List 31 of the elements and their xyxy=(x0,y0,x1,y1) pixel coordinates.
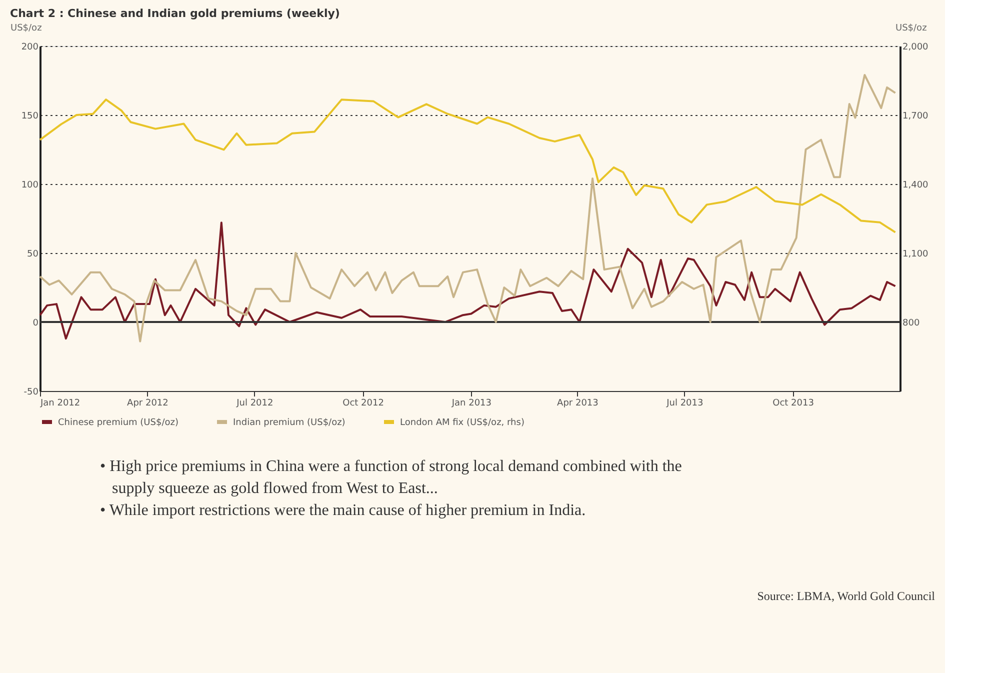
line-series xyxy=(39,98,896,234)
y2-axis-title: US$/oz xyxy=(896,24,928,34)
x-tick-label: Jul 2012 xyxy=(236,398,274,408)
y-tick-label: -50 xyxy=(24,388,39,398)
source-note: Source: LBMA, World Gold Council xyxy=(757,589,936,603)
y-axis-title: US$/oz xyxy=(10,24,42,34)
y2-tick-label: 1,700 xyxy=(902,112,929,122)
x-tick-label: Oct 2012 xyxy=(342,398,384,408)
x-tick-label: Apr 2013 xyxy=(557,398,598,408)
y-tick-label: 0 xyxy=(32,318,39,328)
x-tick-label: Jan 2012 xyxy=(40,398,80,408)
legend-label: Chinese premium (US$/oz) xyxy=(58,418,178,428)
chart-title: Chart 2 : Chinese and Indian gold premiums (weekly) xyxy=(10,7,340,20)
y2-tick-label: 800 xyxy=(902,318,920,328)
y-tick-label: 150 xyxy=(21,112,39,122)
y-tick-label: 200 xyxy=(21,42,39,52)
x-tick-label: Oct 2013 xyxy=(772,398,814,408)
text: • High price premiums in China were a function of strong local demand combined with the supply squeeze as gold flowed from West to East... xyxy=(100,458,682,497)
y-tick-label: 100 xyxy=(21,180,39,190)
text: • While import restrictions were the main cause of higher premium in India. xyxy=(100,502,586,519)
y2-tick-label: 1,100 xyxy=(902,250,929,260)
x-tick-label: Jan 2013 xyxy=(450,398,492,408)
line-series xyxy=(39,222,896,340)
y2-tick-label: 1,400 xyxy=(902,180,929,190)
y2-tick-label: 2,000 xyxy=(902,42,929,52)
legend-label: Indian premium (US$/oz) xyxy=(233,418,346,428)
x-tick-label: Apr 2012 xyxy=(127,398,168,408)
line-series xyxy=(39,74,896,342)
legend-label: London AM fix (US$/oz, rhs) xyxy=(400,418,524,428)
y-tick-label: 50 xyxy=(27,250,39,260)
x-tick-label: Jul 2013 xyxy=(666,398,704,408)
